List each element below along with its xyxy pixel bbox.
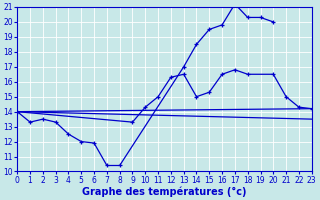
X-axis label: Graphe des températures (°c): Graphe des températures (°c) — [82, 186, 247, 197]
